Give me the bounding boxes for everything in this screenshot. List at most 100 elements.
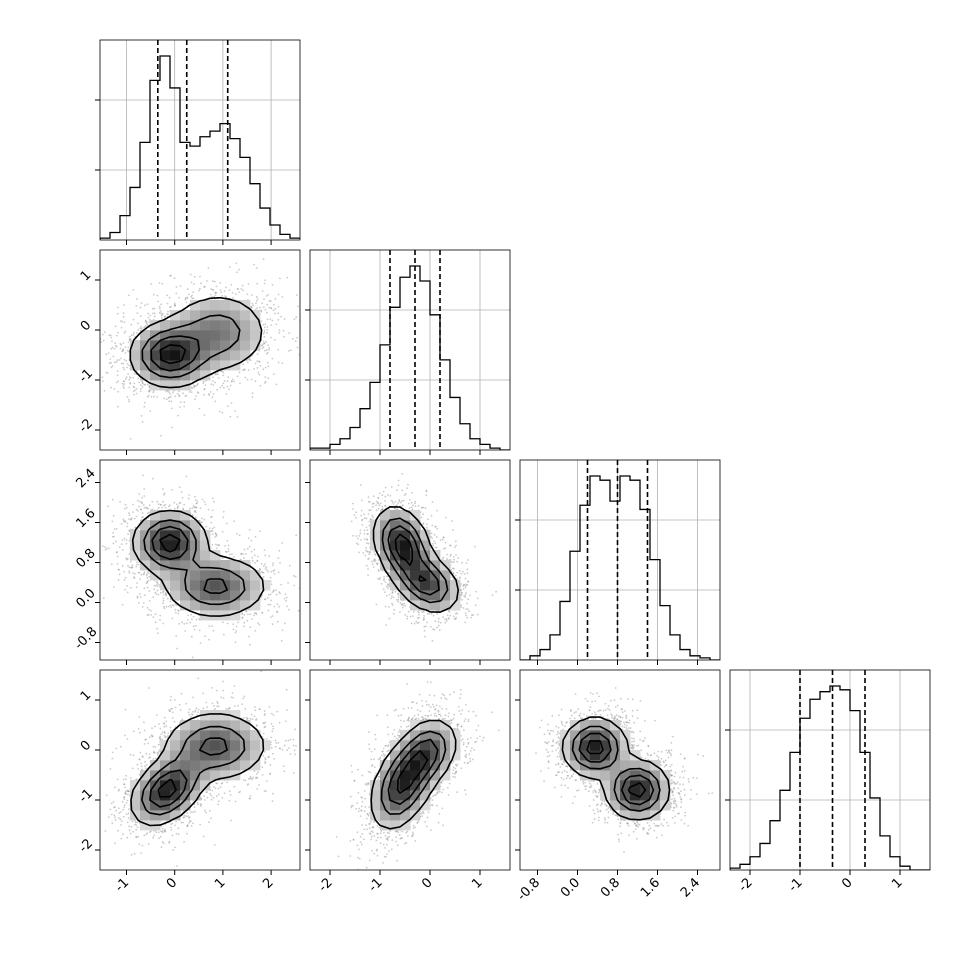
- scatter-point: [108, 547, 110, 550]
- scatter-point: [122, 342, 125, 344]
- scatter-point: [184, 298, 187, 301]
- scatter-point: [120, 362, 123, 365]
- scatter-point: [281, 296, 284, 298]
- density-cell: [160, 370, 171, 381]
- scatter-point: [242, 369, 245, 372]
- scatter-point: [253, 614, 255, 617]
- scatter-point: [168, 296, 171, 299]
- scatter-point: [139, 596, 142, 598]
- scatter-point: [250, 378, 253, 381]
- scatter-point: [191, 514, 194, 517]
- scatter-point: [123, 321, 126, 323]
- scatter-point: [102, 597, 105, 600]
- density-cell: [200, 310, 211, 321]
- scatter-point: [258, 568, 261, 570]
- scatter-point: [124, 378, 127, 381]
- scatter-point: [267, 571, 270, 573]
- scatter-point: [194, 275, 196, 278]
- scatter-point: [272, 570, 275, 572]
- density-cell: [190, 300, 201, 311]
- scatter-point: [105, 353, 108, 356]
- scatter-point: [150, 609, 152, 612]
- density-cell: [220, 340, 231, 351]
- scatter-point: [194, 398, 197, 401]
- scatter-point: [166, 302, 169, 305]
- density-cell: [160, 320, 171, 331]
- scatter-point: [156, 627, 159, 630]
- scatter-point: [154, 621, 157, 624]
- scatter-point: [128, 566, 131, 569]
- scatter-point: [215, 285, 218, 288]
- scatter-point: [267, 344, 270, 347]
- scatter-point: [225, 296, 228, 298]
- scatter-point: [267, 603, 270, 606]
- density-cell: [130, 340, 141, 351]
- scatter-point: [130, 334, 133, 337]
- scatter-point: [211, 544, 214, 546]
- scatter-point: [171, 489, 173, 491]
- y-tick-label: 1: [78, 268, 94, 284]
- scatter-point: [107, 352, 110, 354]
- scatter-point: [274, 312, 276, 315]
- scatter-point: [128, 570, 131, 573]
- scatter-point: [109, 358, 112, 360]
- scatter-point: [266, 303, 269, 306]
- scatter-point: [214, 291, 217, 294]
- scatter-point: [214, 400, 217, 403]
- density-cell: [220, 350, 231, 361]
- scatter-point: [152, 391, 155, 394]
- scatter-point: [270, 307, 272, 309]
- scatter-point: [275, 589, 277, 591]
- density-cell: [180, 350, 191, 361]
- scatter-point: [266, 311, 268, 314]
- scatter-point: [124, 521, 126, 523]
- scatter-point: [148, 321, 151, 324]
- scatter-point: [121, 603, 124, 606]
- density-cell: [200, 320, 211, 331]
- scatter-point: [265, 566, 268, 569]
- scatter-point: [110, 386, 112, 389]
- density-cell: [240, 320, 251, 331]
- scatter-point: [207, 508, 210, 511]
- scatter-point: [112, 355, 115, 358]
- scatter-point: [110, 336, 113, 339]
- x-tick-label: -2: [736, 875, 756, 895]
- density-cell: [170, 370, 181, 381]
- scatter-point: [260, 563, 263, 565]
- scatter-point: [144, 325, 146, 328]
- scatter-point: [261, 611, 264, 614]
- scatter-point: [136, 561, 138, 564]
- scatter-point: [135, 392, 138, 395]
- scatter-point: [236, 287, 239, 290]
- scatter-point: [266, 332, 268, 334]
- scatter-point: [125, 557, 128, 560]
- scatter-point: [148, 386, 151, 389]
- scatter-point: [176, 647, 179, 650]
- scatter-point: [143, 587, 146, 590]
- scatter-point: [147, 312, 150, 315]
- scatter-point: [296, 336, 299, 339]
- scatter-point: [225, 286, 227, 289]
- scatter-point: [150, 614, 153, 616]
- scatter-point: [236, 288, 239, 291]
- scatter-point: [287, 350, 290, 352]
- scatter-point: [210, 516, 212, 518]
- density-cell: [190, 350, 201, 361]
- scatter-point: [128, 530, 131, 532]
- scatter-point: [283, 318, 286, 320]
- scatter-point: [247, 537, 250, 540]
- scatter-point: [120, 357, 122, 360]
- scatter-point: [152, 596, 155, 598]
- scatter-point: [189, 507, 191, 510]
- scatter-point: [254, 380, 257, 383]
- scatter-point: [178, 394, 180, 397]
- scatter-point: [140, 387, 142, 390]
- scatter-point: [264, 279, 266, 282]
- scatter-point: [233, 231, 235, 233]
- scatter-point: [250, 305, 253, 308]
- scatter-point: [247, 613, 249, 616]
- scatter-point: [288, 332, 290, 334]
- scatter-point: [226, 539, 229, 542]
- scatter-point: [262, 368, 265, 371]
